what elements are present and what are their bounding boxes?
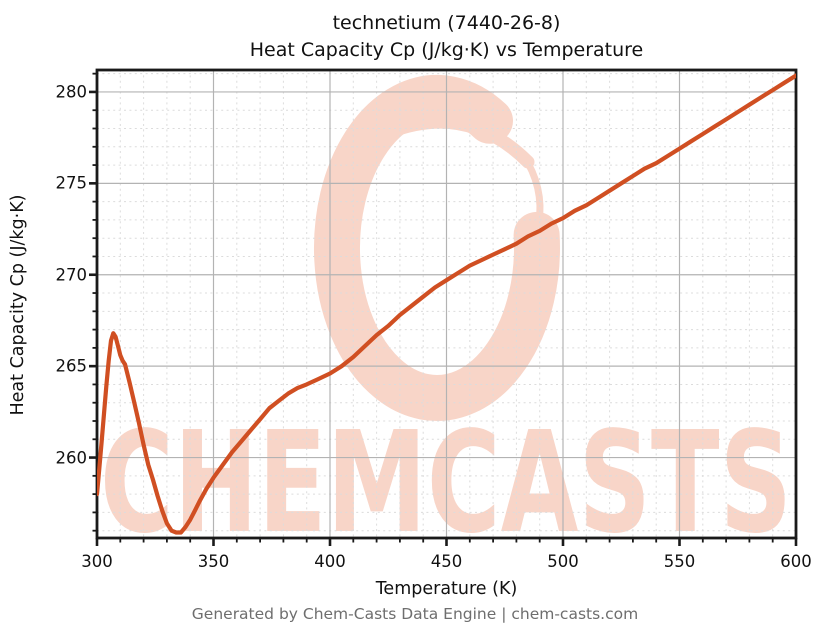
grid-minor bbox=[97, 70, 796, 538]
watermark-swoosh bbox=[383, 115, 535, 169]
x-tick-label: 450 bbox=[430, 552, 463, 571]
x-tick-label: 350 bbox=[197, 552, 230, 571]
x-tick-label: 600 bbox=[780, 552, 812, 571]
chart-title-line2: Heat Capacity Cp (J/kg·K) vs Temperature bbox=[249, 39, 644, 61]
y-tick-label: 280 bbox=[55, 82, 88, 102]
x-tick-label: 500 bbox=[547, 552, 579, 571]
y-tick-label: 270 bbox=[55, 265, 88, 285]
y-tick-label: 275 bbox=[55, 173, 88, 193]
x-axis-label: Temperature (K) bbox=[375, 579, 518, 599]
x-tick-label: 400 bbox=[314, 552, 346, 571]
watermark-ring-logo bbox=[314, 75, 560, 421]
chart-title-line1: technetium (7440-26-8) bbox=[332, 12, 561, 34]
x-tick-label: 300 bbox=[81, 552, 113, 571]
footer-credit: Generated by Chem-Casts Data Engine | ch… bbox=[191, 605, 639, 623]
x-tick-label: 550 bbox=[663, 552, 696, 571]
watermark-swoosh-tail bbox=[524, 159, 544, 236]
y-tick-label: 265 bbox=[55, 356, 88, 376]
heat-capacity-curve bbox=[97, 73, 796, 535]
y-tick-label: 260 bbox=[55, 448, 88, 468]
plot-border bbox=[95, 68, 798, 540]
